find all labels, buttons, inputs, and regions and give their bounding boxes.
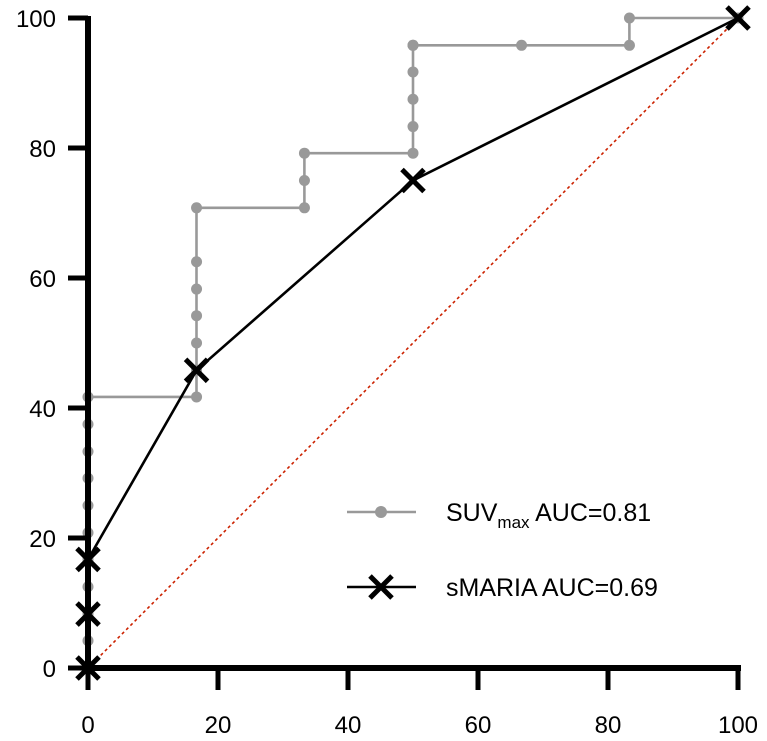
x-marker-stroke: [400, 167, 426, 194]
legend-label: sMARIA AUC=0.69: [446, 574, 658, 602]
data-point-circle: [191, 337, 203, 349]
legend-item-1: sMARIA AUC=0.69: [347, 574, 658, 602]
y-tick-label: 20: [29, 526, 56, 553]
data-point-circle: [407, 93, 419, 105]
data-point-circle: [298, 202, 310, 214]
data-point-circle: [298, 175, 310, 186]
x-tick-label: 0: [81, 712, 94, 739]
x-tick-label: 80: [595, 712, 622, 739]
x-marker-stroke: [183, 357, 210, 384]
y-tick-label: 60: [29, 266, 56, 293]
data-point-x: [725, 5, 751, 31]
y-tick-label: 0: [43, 656, 56, 683]
x-tick-label: 20: [205, 712, 232, 739]
data-point-circle: [407, 66, 419, 78]
legend: SUVmax AUC=0.81 sMARIA AUC=0.69: [347, 499, 658, 602]
y-tick-label: 80: [29, 136, 56, 163]
data-point-circle: [191, 256, 203, 268]
axes-layer: 0 20 40 60 80 100 0 20 40 60 80 100: [16, 6, 758, 739]
legend-item-0: SUVmax AUC=0.81: [347, 499, 651, 532]
legend-marker-circle: [375, 506, 387, 518]
y-tick-label: 100: [16, 6, 56, 33]
legend-marker-x: [368, 574, 394, 600]
data-point-circle: [298, 147, 310, 159]
y-tick-label: 40: [29, 396, 56, 423]
data-point-circle: [407, 147, 419, 159]
data-point-circle: [623, 39, 635, 51]
data-point-circle: [191, 283, 203, 295]
data-point-circle: [623, 12, 635, 24]
data-point-x: [400, 167, 426, 194]
x-tick-label: 40: [335, 712, 362, 739]
data-point-circle: [407, 121, 419, 133]
data-point-circle: [516, 39, 528, 51]
data-point-circle: [191, 310, 203, 322]
x-tick-label: 100: [718, 712, 758, 739]
data-point-circle: [191, 391, 203, 403]
legend-label: SUVmax AUC=0.81: [446, 499, 651, 532]
x-tick-label: 60: [465, 712, 492, 739]
x-marker-stroke: [368, 574, 394, 600]
data-point-circle: [407, 39, 419, 51]
data-point-x: [183, 357, 210, 384]
data-point-circle: [191, 202, 203, 214]
x-marker-stroke: [725, 5, 751, 31]
